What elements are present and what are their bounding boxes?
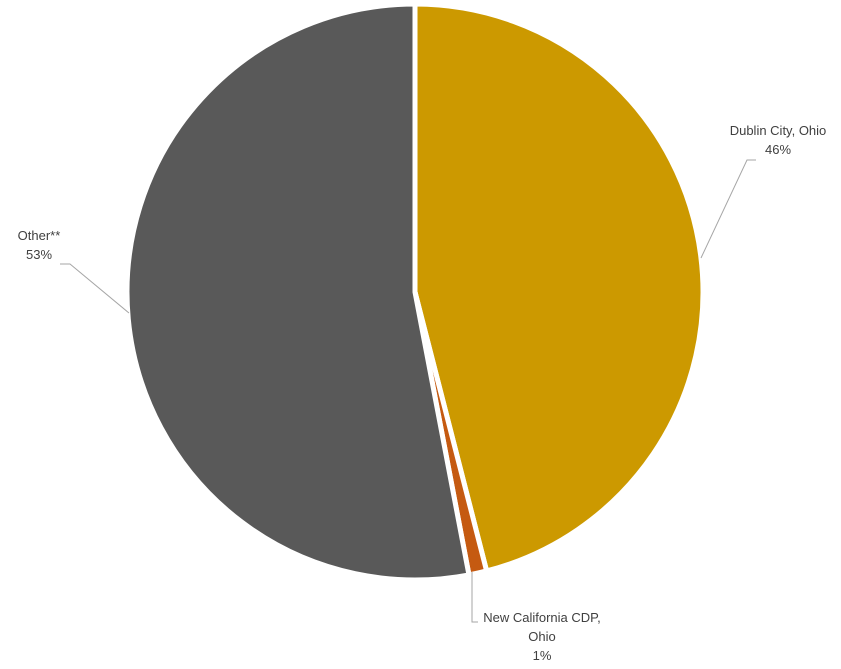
data-labels: Dublin City, Ohio 46% New California CDP, O… <box>18 123 827 663</box>
slice-label: New California CDP, Ohio 1% <box>483 610 601 663</box>
slice-name: Dublin City, Ohio <box>730 123 827 138</box>
slice-percent: 46% <box>765 142 791 157</box>
pie-slices <box>124 1 706 583</box>
slice-name: New California CDP, <box>483 610 601 625</box>
leader-lines <box>60 159 756 623</box>
slice-label: Dublin City, Ohio 46% <box>730 123 827 157</box>
leader-line <box>471 572 478 623</box>
slice-percent: 1% <box>533 648 552 663</box>
leader-line <box>60 263 130 314</box>
leader-line <box>700 159 756 259</box>
slice-percent: 53% <box>26 247 52 262</box>
slice-label: Other** 53% <box>18 228 61 262</box>
pie-slice <box>412 1 706 574</box>
slice-name: Ohio <box>528 629 555 644</box>
pie-slice <box>124 1 472 583</box>
slice-name: Other** <box>18 228 61 243</box>
